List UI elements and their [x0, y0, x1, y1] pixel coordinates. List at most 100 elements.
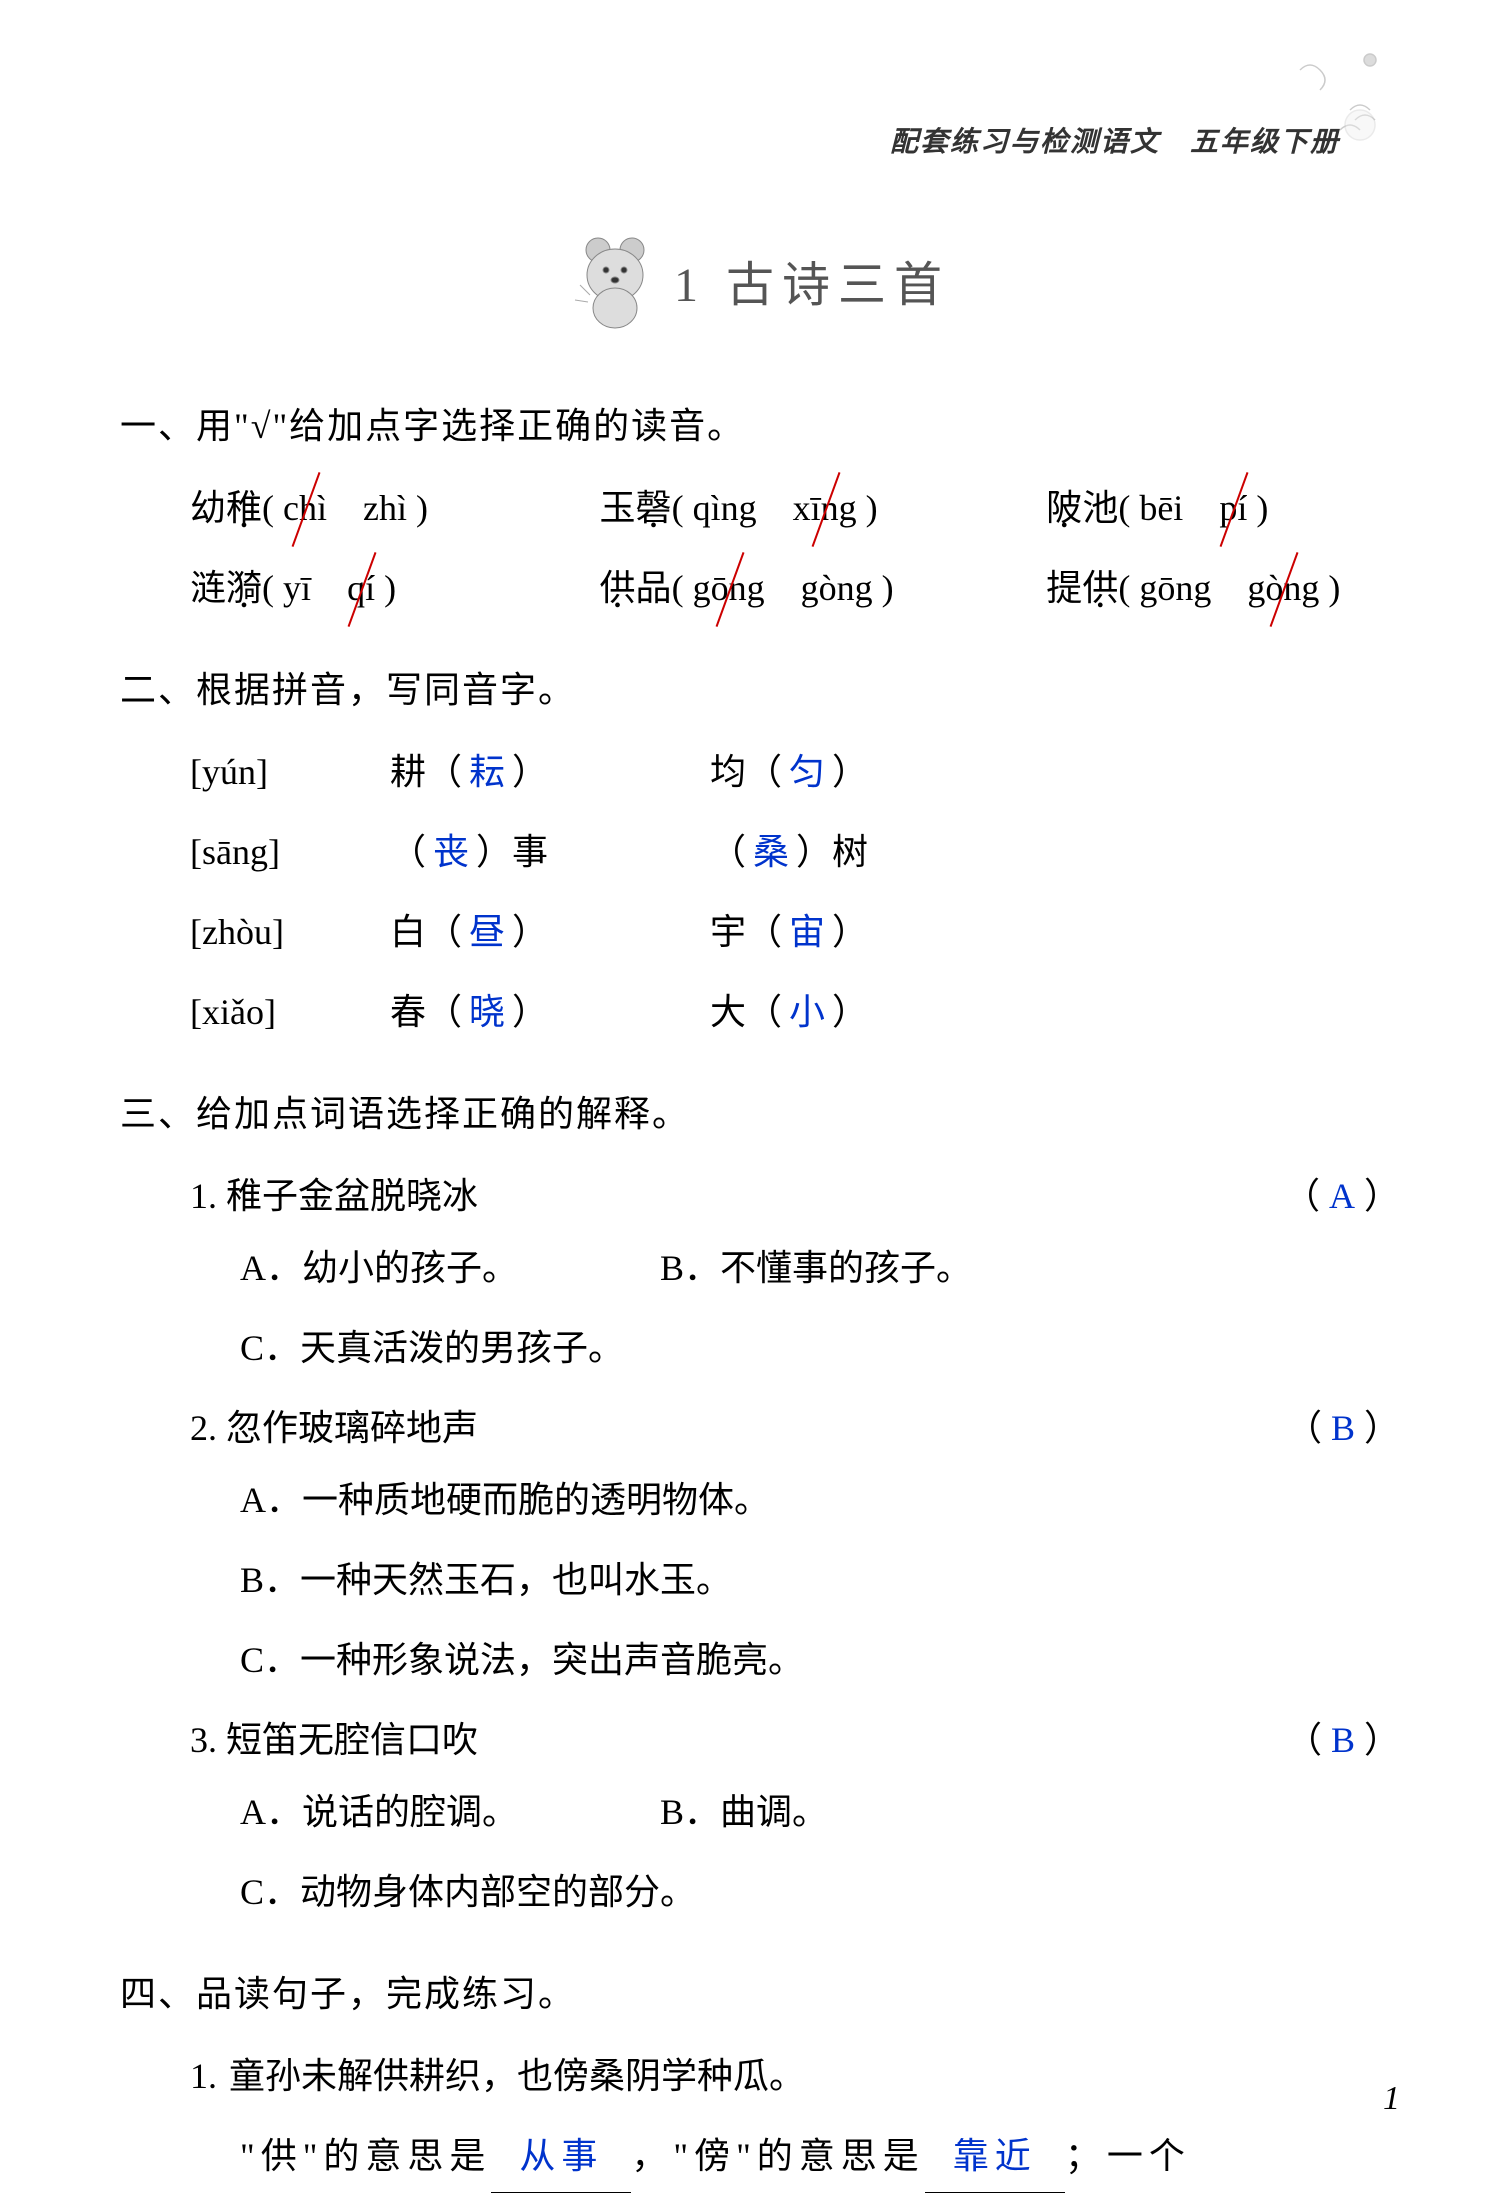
pinyin-item: 玉磬( qìng xīng ): [600, 472, 1047, 544]
pinyin-option: yī: [283, 568, 311, 608]
question-stem-line: 2. 忽作玻璃碎地声 （ B ）: [190, 1392, 1400, 1464]
option: C．天真活泼的男孩子。: [240, 1312, 624, 1384]
lesson-title-area: 1 古诗三首: [120, 230, 1400, 330]
question-stem: 3. 短笛无腔信口吹: [190, 1704, 478, 1776]
pinyin-item: 涟漪( yī qí ): [190, 552, 600, 624]
section-4-header: 四、品读句子，完成练习。: [120, 1958, 1400, 2030]
q4-1-answer-2: 靠近: [925, 2120, 1065, 2193]
option-line: A．一种质地硬而脆的透明物体。: [240, 1464, 1400, 1536]
pinyin-option: zhì: [363, 488, 407, 528]
section-3-header: 三、给加点词语选择正确的解释。: [120, 1078, 1400, 1150]
option: B．一种天然玉石，也叫水玉。: [240, 1544, 732, 1616]
pinyin-item: 幼稚( chì zhì ): [190, 472, 600, 544]
q4-1-answer-1: 从事: [491, 2120, 631, 2193]
pinyin-option: qí: [347, 552, 375, 624]
q4-1-text-1: "供"的意思是: [240, 2120, 491, 2192]
option-line: A．说话的腔调。B．曲调。: [240, 1776, 1400, 1848]
option: A．一种质地硬而脆的透明物体。: [240, 1464, 770, 1536]
pinyin-option: gōng: [693, 552, 765, 624]
homophone-cell: 白（昼）: [390, 896, 710, 968]
question-stem-line: 1. 稚子金盆脱晓冰（ A ）: [190, 1160, 1400, 1232]
answer-char: 小: [782, 976, 832, 1048]
homophone-row: [sāng]（丧）事（桑）树: [190, 816, 1400, 888]
answer-paren: （ B ）: [1286, 1392, 1400, 1464]
pinyin-item: 提供( gōng gòng ): [1046, 552, 1400, 624]
pinyin-label: [xiǎo]: [190, 976, 390, 1048]
homophone-row: [xiǎo]春（晓）大（小）: [190, 976, 1400, 1048]
section-4: 四、品读句子，完成练习。 1. 童孙未解供耕织，也傍桑阴学种瓜。 "供"的意思是…: [120, 1958, 1400, 2193]
question-stem: 2. 忽作玻璃碎地声: [190, 1392, 478, 1464]
stem-text: 稚子金盆脱晓冰: [226, 1176, 478, 1216]
pinyin-option: chì: [283, 472, 327, 544]
char: 磬: [636, 488, 672, 528]
homophone-cell: （丧）事: [390, 816, 710, 888]
question-number: 1.: [190, 1176, 226, 1216]
lesson-number: 1: [674, 259, 706, 312]
pinyin-label: [zhòu]: [190, 896, 390, 968]
stem-text: 忽作玻璃碎地声: [226, 1408, 478, 1448]
pinyin-option: gòng: [801, 568, 873, 608]
homophone-cell: 春（晓）: [390, 976, 710, 1048]
homophone-cell: 耕（耘）: [390, 736, 710, 808]
option: B．曲调。: [660, 1776, 828, 1848]
char: 涟: [190, 568, 226, 608]
char: 供: [1082, 568, 1118, 608]
answer-char: 宙: [782, 896, 832, 968]
answer-char: 晓: [462, 976, 512, 1048]
question-number: 2.: [190, 1408, 226, 1448]
homophone-cell: 宇（宙）: [710, 896, 868, 968]
section-3: 三、给加点词语选择正确的解释。 1. 稚子金盆脱晓冰（ A ）A．幼小的孩子。B…: [120, 1078, 1400, 1928]
q4-1-text-2: ，"傍"的意思是: [631, 2120, 924, 2192]
question-stem: 1. 稚子金盆脱晓冰: [190, 1160, 478, 1232]
pinyin-option: bēi: [1139, 488, 1183, 528]
option: C．一种形象说法，突出声音脆亮。: [240, 1624, 804, 1696]
homophone-cell: 大（小）: [710, 976, 868, 1048]
homophone-cell: 均（匀）: [710, 736, 868, 808]
section-1: 一、用"√"给加点字选择正确的读音。 幼稚( chì zhì )玉磬( qìng…: [120, 390, 1400, 624]
q4-1-text-3: ；一个: [1065, 2120, 1191, 2192]
option-line: C．天真活泼的男孩子。: [240, 1312, 1400, 1384]
stem-text: 短笛无腔信口吹: [226, 1720, 478, 1760]
pinyin-option: xīng: [793, 472, 857, 544]
pinyin-option: gōng: [1139, 568, 1211, 608]
answer-letter: B: [1331, 1720, 1355, 1760]
char: 稚: [226, 488, 262, 528]
char: 幼: [190, 488, 226, 528]
char: 品: [636, 568, 672, 608]
section-2: 二、根据拼音，写同音字。 [yún]耕（耘）均（匀） [sāng]（丧）事（桑）树…: [120, 654, 1400, 1048]
char: 池: [1082, 488, 1118, 528]
pinyin-option: pí: [1219, 472, 1247, 544]
option-line: A．幼小的孩子。B．不懂事的孩子。: [240, 1232, 1400, 1304]
answer-char: 匀: [782, 736, 832, 808]
option: B．不懂事的孩子。: [660, 1232, 972, 1304]
section-4-item-1: 1. 童孙未解供耕织，也傍桑阴学种瓜。 "供"的意思是 从事 ，"傍"的意思是 …: [190, 2040, 1400, 2193]
page-header: 配套练习与检测语文 五年级下册: [120, 40, 1400, 200]
question-stem-line: 3. 短笛无腔信口吹（ B ）: [190, 1704, 1400, 1776]
homophone-cell: （桑）树: [710, 816, 868, 888]
homophone-row: [yún]耕（耘）均（匀）: [190, 736, 1400, 808]
pinyin-option: gòng: [1247, 552, 1319, 624]
option-line: C．一种形象说法，突出声音脆亮。: [240, 1624, 1400, 1696]
answer-letter: A: [1329, 1176, 1355, 1216]
char: 陂: [1046, 488, 1082, 528]
section-2-header: 二、根据拼音，写同音字。: [120, 654, 1400, 726]
header-subtitle: 配套练习与检测语文 五年级下册: [890, 120, 1340, 160]
pinyin-option: qìng: [693, 488, 757, 528]
option-line: C．动物身体内部空的部分。: [240, 1856, 1400, 1928]
pinyin-row: 幼稚( chì zhì )玉磬( qìng xīng )陂池( bēi pí ): [190, 472, 1400, 544]
pinyin-label: [sāng]: [190, 816, 390, 888]
answer-char: 耘: [462, 736, 512, 808]
option-line: B．一种天然玉石，也叫水玉。: [240, 1544, 1400, 1616]
bear-icon: [570, 230, 660, 330]
pinyin-row: 涟漪( yī qí )供品( gōng gòng )提供( gōng gòng …: [190, 552, 1400, 624]
char: 供: [600, 568, 636, 608]
char: 玉: [600, 488, 636, 528]
option: A．幼小的孩子。: [240, 1232, 660, 1304]
answer-letter: B: [1331, 1408, 1355, 1448]
char: 提: [1046, 568, 1082, 608]
lesson-title: 1 古诗三首: [674, 245, 950, 315]
option: A．说话的腔调。: [240, 1776, 660, 1848]
section-1-header: 一、用"√"给加点字选择正确的读音。: [120, 390, 1400, 462]
lesson-name: 古诗三首: [726, 259, 950, 312]
answer-char: 桑: [746, 816, 796, 888]
